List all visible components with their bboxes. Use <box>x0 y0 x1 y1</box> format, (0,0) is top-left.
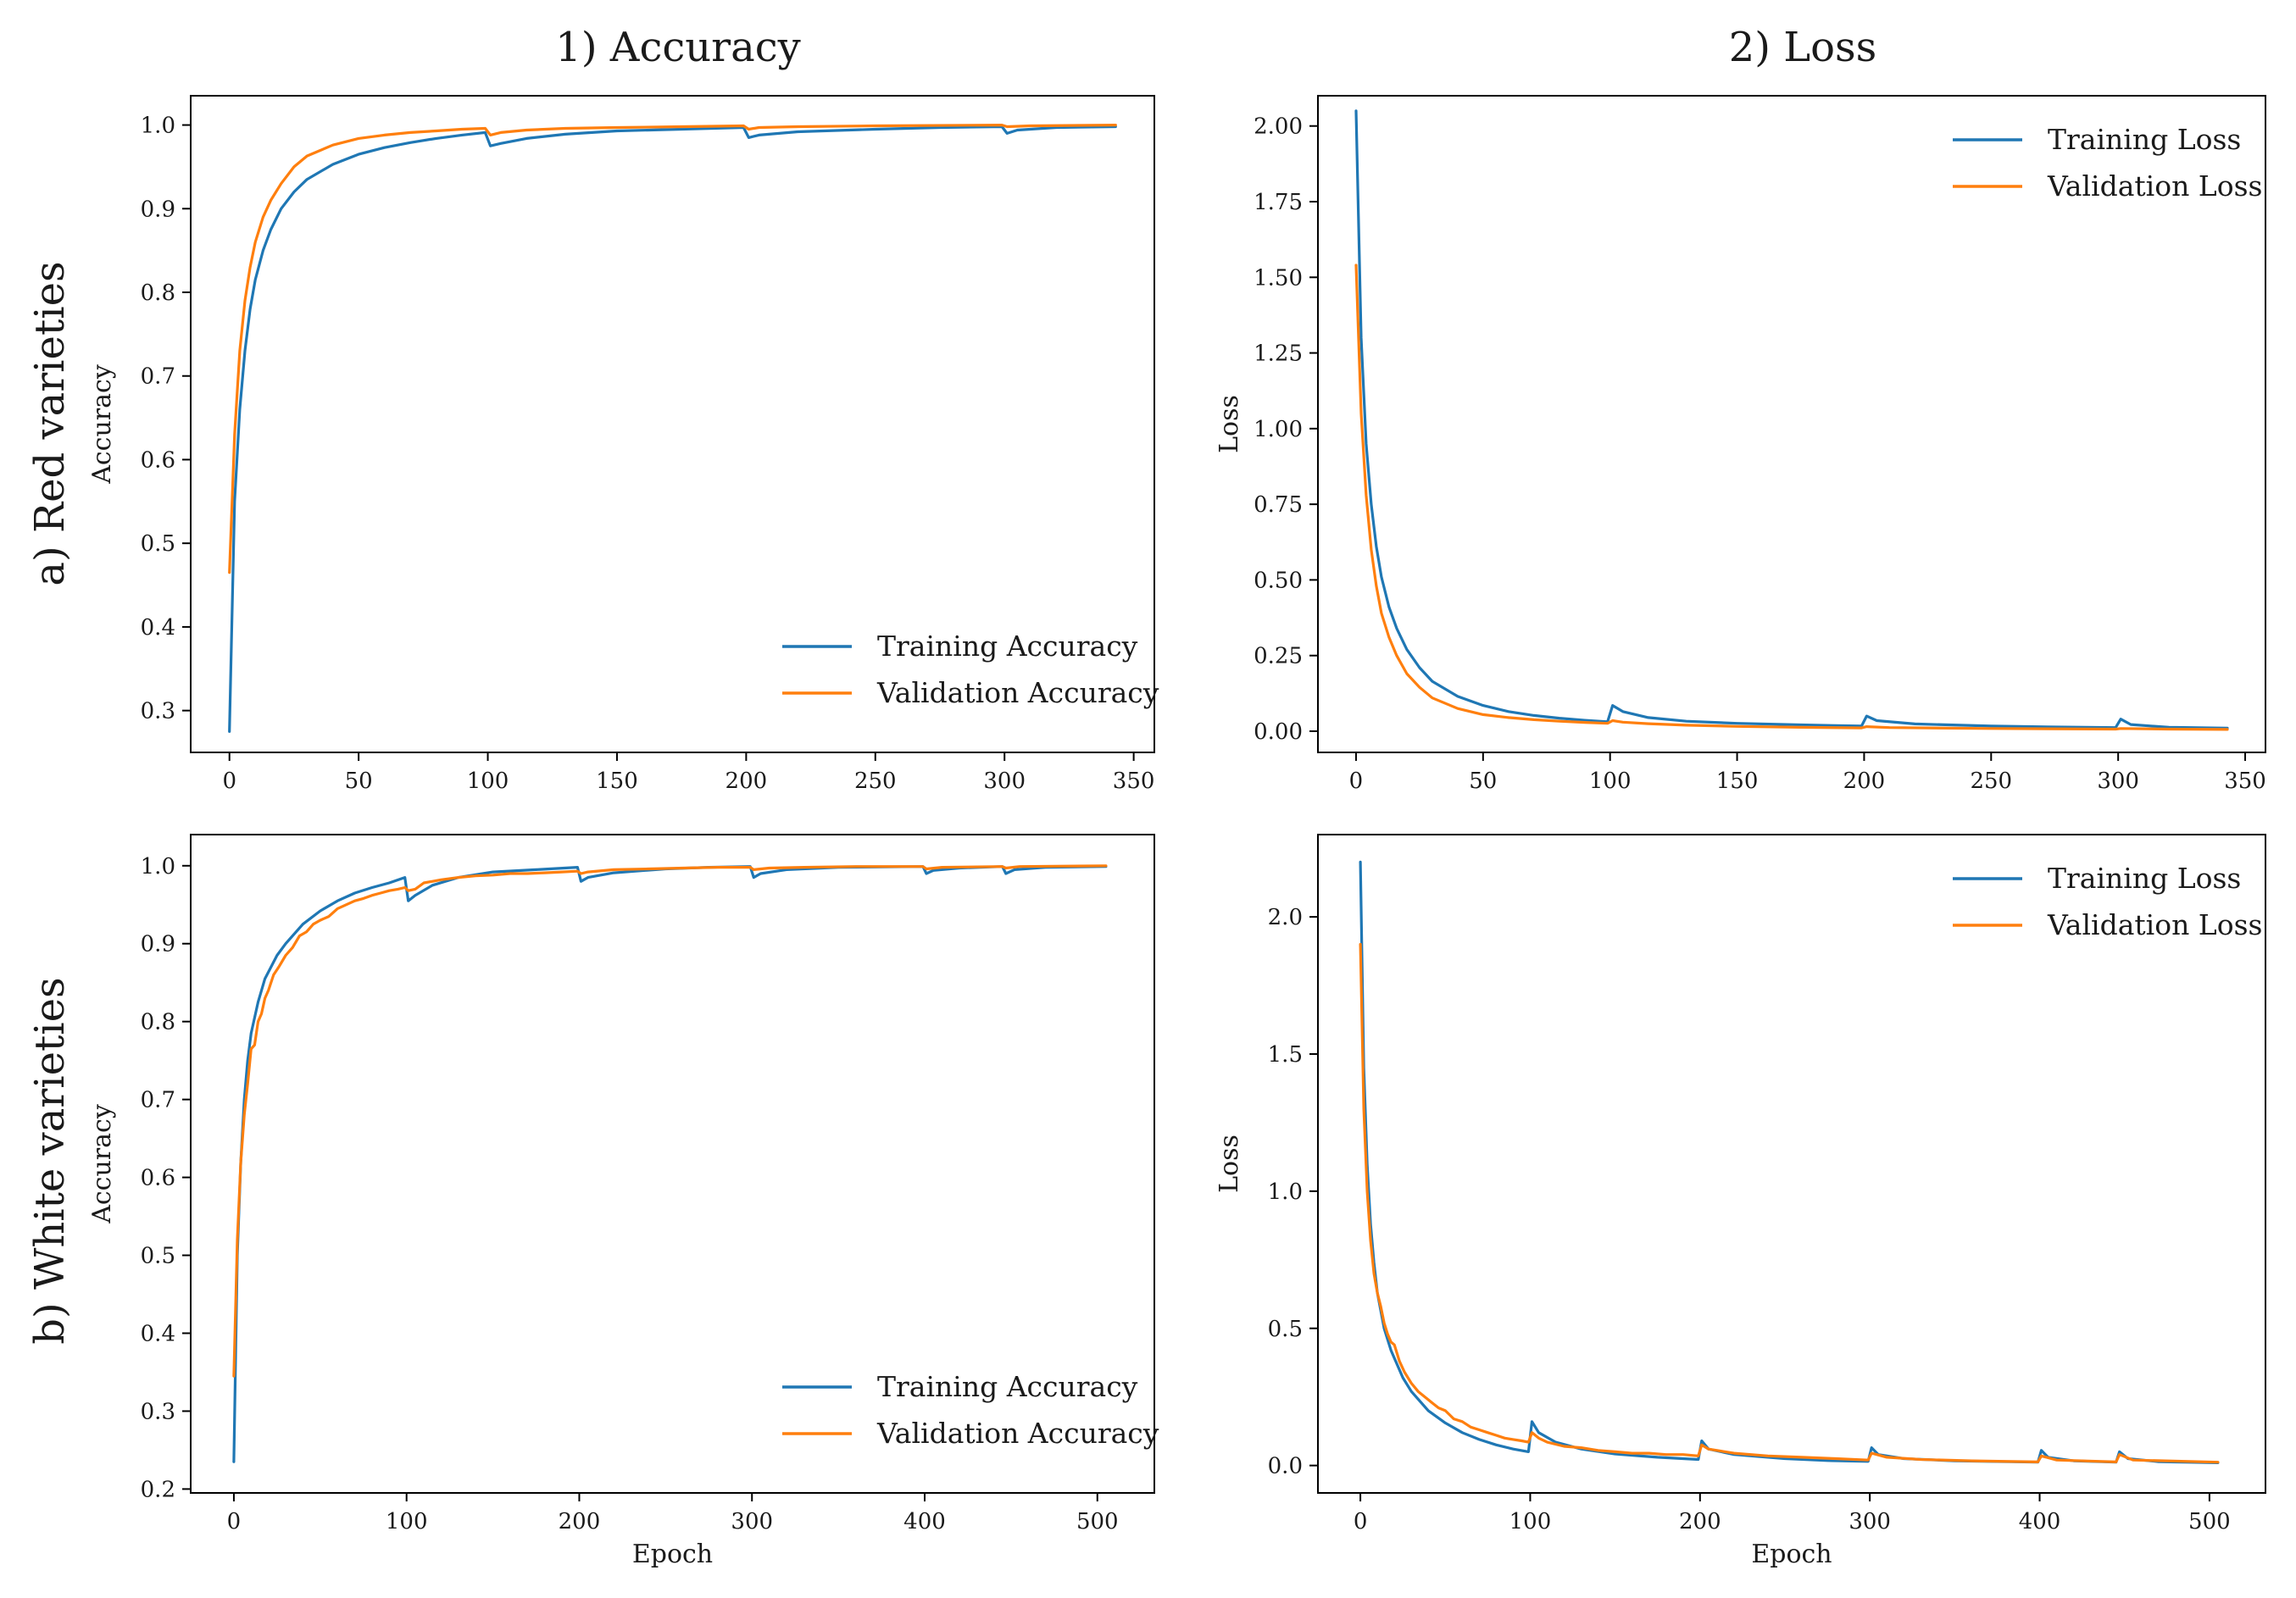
red-loss-x-tick-label: 150 <box>1716 768 1759 794</box>
white-loss-x-tick-label: 100 <box>1509 1509 1552 1534</box>
row-title-white-varieties: b) White varieties <box>26 977 74 1344</box>
white-accuracy-legend-label-training-accuracy: Training Accuracy <box>877 1370 1138 1403</box>
white-accuracy-x-axis-label: Epoch <box>632 1540 713 1569</box>
white-loss-legend-label-training-loss: Training Loss <box>2048 862 2241 895</box>
white-loss-x-tick-label: 500 <box>2188 1509 2231 1534</box>
white-accuracy-y-tick-label: 0.5 <box>141 1244 175 1269</box>
red-loss-y-tick-label: 1.25 <box>1254 341 1303 367</box>
red-accuracy-x-tick-label: 0 <box>222 768 236 794</box>
white-loss-x-tick-label: 0 <box>1354 1509 1368 1534</box>
red-accuracy-y-tick-label: 0.7 <box>141 364 175 390</box>
white-accuracy-x-tick-label: 300 <box>731 1509 773 1534</box>
white-accuracy-legend: Training Accuracy Validation Accuracy <box>782 1370 1159 1450</box>
red-accuracy-legend: Training Accuracy Validation Accuracy <box>782 630 1159 709</box>
white-loss-legend: Training Loss Validation Loss <box>1953 862 2262 941</box>
white-accuracy-y-tick-label: 0.8 <box>141 1010 175 1035</box>
white-accuracy-y-tick-label: 0.4 <box>141 1321 175 1346</box>
white-accuracy-y-tick-label: 0.7 <box>141 1088 175 1113</box>
white-accuracy-x-tick-label: 0 <box>227 1509 242 1534</box>
white-loss-x-axis-label: Epoch <box>1751 1540 1832 1569</box>
column-title-loss: 2) Loss <box>1729 24 1877 71</box>
red-loss-y-axis-label: Loss <box>1215 395 1244 453</box>
white-accuracy-y-tick-label: 0.3 <box>141 1399 175 1424</box>
white-loss-y-tick-label: 0.0 <box>1268 1454 1303 1479</box>
white-loss-legend-label-validation-loss: Validation Loss <box>2047 908 2262 941</box>
white-loss-y-tick-label: 1.0 <box>1268 1179 1303 1205</box>
red-loss-y-tick-label: 2.00 <box>1254 114 1303 140</box>
white-loss-x-tick-label: 300 <box>1848 1509 1891 1534</box>
red-loss-x-tick-label: 50 <box>1469 768 1497 794</box>
white-loss-y-tick-label: 1.5 <box>1268 1042 1303 1068</box>
white-loss-x-tick-label: 400 <box>2019 1509 2061 1534</box>
red-loss-x-tick-label: 250 <box>1970 768 2012 794</box>
red-accuracy-x-tick-label: 350 <box>1113 768 1155 794</box>
red-loss-y-tick-label: 1.50 <box>1254 265 1303 291</box>
white-accuracy-x-tick-label: 500 <box>1076 1509 1119 1534</box>
white-loss-chart: 0 100 200 300 400 500 0.0 0.5 1.0 1.5 2.0 Loss Epoch… <box>1215 834 2266 1569</box>
red-accuracy-x-tick-label: 200 <box>725 768 768 794</box>
white-accuracy-y-tick-label: 0.2 <box>141 1477 175 1502</box>
white-loss-x-tick-label: 200 <box>1679 1509 1721 1534</box>
white-accuracy-chart: 0 100 200 300 400 500 0.2 0.3 0.4 0.5 0.6 0.7 0.8 0.9… <box>87 834 1159 1569</box>
red-accuracy-y-tick-label: 0.3 <box>141 699 175 724</box>
red-accuracy-y-tick-label: 0.5 <box>141 531 175 557</box>
row-title-red-varieties: a) Red varieties <box>26 261 74 585</box>
red-loss-series-training-loss <box>1354 109 2229 730</box>
white-loss-y-axis-label: Loss <box>1215 1135 1244 1193</box>
white-loss-y-tick-label: 0.5 <box>1268 1317 1303 1342</box>
white-accuracy-series-validation-accuracy <box>232 864 1108 1378</box>
red-accuracy-x-tick-label: 250 <box>854 768 897 794</box>
red-loss-y-tick-label: 0.00 <box>1254 719 1303 745</box>
red-accuracy-x-tick-label: 300 <box>983 768 1026 794</box>
red-loss-legend: Training Loss Validation Loss <box>1953 123 2262 203</box>
white-accuracy-x-tick-label: 200 <box>559 1509 601 1534</box>
red-loss-x-tick-label: 300 <box>2097 768 2139 794</box>
red-accuracy-chart: 0 50 100 150 200 250 300 350 0.3 0.4 0.5 0.6 0.7 0.8 0… <box>87 95 1159 794</box>
red-loss-plot-frame <box>1317 95 2266 753</box>
white-accuracy-plot-frame <box>190 834 1155 1494</box>
red-loss-y-tick-label: 0.50 <box>1254 568 1303 593</box>
red-loss-y-tick-label: 0.75 <box>1254 492 1303 518</box>
white-accuracy-y-axis-label: Accuracy <box>87 1104 117 1224</box>
white-accuracy-series-training-accuracy <box>232 865 1108 1463</box>
red-accuracy-plot-frame <box>190 95 1155 753</box>
column-title-accuracy: 1) Accuracy <box>555 24 800 71</box>
white-accuracy-x-tick-label: 400 <box>903 1509 946 1534</box>
red-loss-y-tick-label: 0.25 <box>1254 644 1303 669</box>
red-accuracy-y-tick-label: 0.9 <box>141 197 175 222</box>
white-loss-y-tick-label: 2.0 <box>1268 905 1303 930</box>
white-loss-series-training-loss <box>1359 860 2220 1464</box>
white-accuracy-y-tick-label: 0.6 <box>141 1166 175 1191</box>
red-accuracy-legend-label-validation-accuracy: Validation Accuracy <box>876 676 1159 709</box>
white-accuracy-x-tick-label: 100 <box>386 1509 428 1534</box>
red-loss-chart: 0 50 100 150 200 250 300 350 0.00 0.25 0.50 0.75 1.0… <box>1215 95 2266 794</box>
red-accuracy-x-tick-label: 100 <box>467 768 509 794</box>
red-accuracy-x-tick-label: 50 <box>345 768 373 794</box>
white-accuracy-y-tick-label: 1.0 <box>141 854 175 879</box>
red-accuracy-y-tick-label: 0.6 <box>141 447 175 473</box>
red-loss-y-tick-label: 1.75 <box>1254 190 1303 215</box>
red-accuracy-y-axis-label: Accuracy <box>87 364 117 485</box>
red-loss-x-tick-label: 350 <box>2224 768 2266 794</box>
red-loss-x-tick-label: 100 <box>1589 768 1632 794</box>
white-loss-series-validation-loss <box>1359 942 2220 1464</box>
red-accuracy-series-validation-accuracy <box>228 124 1117 574</box>
white-accuracy-legend-label-validation-accuracy: Validation Accuracy <box>876 1417 1159 1450</box>
white-loss-plot-frame <box>1317 834 2266 1494</box>
red-loss-x-tick-label: 0 <box>1349 768 1364 794</box>
red-loss-y-tick-label: 1.00 <box>1254 417 1303 442</box>
red-loss-x-tick-label: 200 <box>1843 768 1886 794</box>
white-accuracy-y-tick-label: 0.9 <box>141 932 175 957</box>
red-loss-legend-label-training-loss: Training Loss <box>2048 123 2241 156</box>
red-loss-series-validation-loss <box>1354 264 2229 731</box>
red-accuracy-y-tick-label: 0.8 <box>141 280 175 306</box>
red-accuracy-series-training-accuracy <box>228 125 1117 733</box>
red-accuracy-x-tick-label: 150 <box>596 768 638 794</box>
red-accuracy-y-tick-label: 1.0 <box>141 114 175 139</box>
red-accuracy-legend-label-training-accuracy: Training Accuracy <box>877 630 1138 663</box>
red-accuracy-y-tick-label: 0.4 <box>141 615 175 641</box>
red-loss-legend-label-validation-loss: Validation Loss <box>2047 169 2262 203</box>
